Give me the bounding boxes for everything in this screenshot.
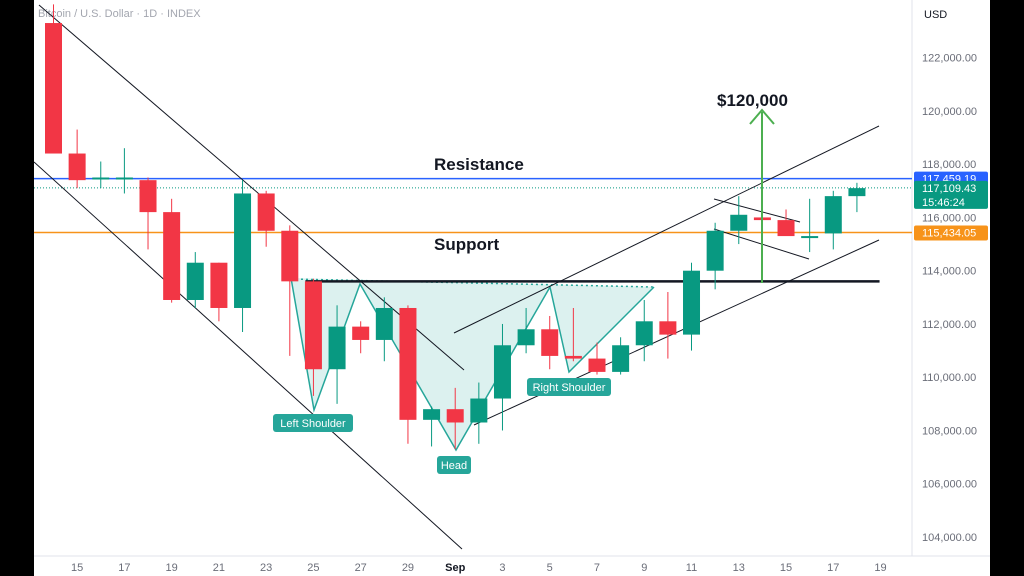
x-tick-label: 23 bbox=[260, 562, 272, 574]
y-tick-label: 104,000.00 bbox=[922, 532, 977, 544]
candle-body[interactable] bbox=[210, 262, 228, 308]
candle-body[interactable] bbox=[352, 326, 370, 340]
x-tick-label: 17 bbox=[827, 562, 839, 574]
y-tick-label: 106,000.00 bbox=[922, 479, 977, 491]
candle-body[interactable] bbox=[706, 230, 724, 271]
candle-body[interactable] bbox=[139, 180, 157, 213]
candle-body[interactable] bbox=[541, 329, 559, 356]
descending-channel-lower bbox=[34, 161, 463, 550]
candle-body[interactable] bbox=[399, 307, 417, 420]
target-arrowhead bbox=[749, 108, 775, 125]
candle-body[interactable] bbox=[115, 177, 133, 180]
x-tick-label: Sep bbox=[445, 562, 465, 574]
x-tick-label: 3 bbox=[499, 562, 505, 574]
x-tick-label: 7 bbox=[594, 562, 600, 574]
chart-title: Bitcoin / U.S. Dollar · 1D · INDEX bbox=[38, 8, 201, 20]
left-shoulder-label-bg bbox=[273, 414, 353, 432]
y-tick-label: 114,000.00 bbox=[922, 266, 976, 278]
candle-body[interactable] bbox=[304, 281, 322, 370]
support-price-tag: 115,434.05 bbox=[922, 228, 976, 240]
candle-body[interactable] bbox=[257, 193, 275, 231]
candle-body[interactable] bbox=[470, 398, 488, 423]
candle-body[interactable] bbox=[493, 345, 511, 399]
current-price-tag: 117,109.43 bbox=[922, 183, 976, 195]
y-tick-label: 122,000.00 bbox=[922, 53, 977, 65]
y-tick-label: 120,000.00 bbox=[922, 106, 977, 118]
right-shoulder-label: Right Shoulder bbox=[533, 382, 606, 394]
candle-body[interactable] bbox=[163, 212, 181, 300]
candle-body[interactable] bbox=[612, 345, 630, 372]
candle-body[interactable] bbox=[824, 196, 842, 234]
candle-body[interactable] bbox=[588, 358, 606, 372]
y-tick-label: 116,000.00 bbox=[922, 212, 976, 224]
x-tick-label: 25 bbox=[307, 562, 319, 574]
x-tick-label: 29 bbox=[402, 562, 414, 574]
y-tick-label: 118,000.00 bbox=[922, 159, 976, 171]
candle-body[interactable] bbox=[423, 409, 441, 420]
y-tick-label: 108,000.00 bbox=[922, 425, 977, 437]
candle-body[interactable] bbox=[328, 326, 346, 370]
candle-body[interactable] bbox=[446, 409, 464, 423]
candle-body[interactable] bbox=[683, 270, 701, 335]
x-tick-label: 27 bbox=[355, 562, 367, 574]
candle-body[interactable] bbox=[68, 153, 86, 181]
candle-body[interactable] bbox=[375, 307, 393, 340]
candle-body[interactable] bbox=[730, 214, 748, 231]
candle-body[interactable] bbox=[186, 262, 204, 300]
right-shoulder-label-bg bbox=[527, 378, 611, 396]
left-shoulder-label: Left Shoulder bbox=[280, 418, 346, 430]
y-tick-label: 110,000.00 bbox=[922, 372, 976, 384]
x-tick-label: 21 bbox=[213, 562, 225, 574]
candle-body[interactable] bbox=[848, 188, 866, 197]
resistance-annotation: Resistance bbox=[434, 155, 524, 174]
head-label: Head bbox=[441, 460, 467, 472]
x-tick-label: 11 bbox=[686, 562, 697, 574]
chart-frame: Bitcoin / U.S. Dollar · 1D · INDEX USD 104… bbox=[34, 0, 990, 576]
candle-body[interactable] bbox=[92, 177, 110, 180]
candle-countdown-tag: 15:46:24 bbox=[922, 197, 965, 209]
descending-channel-upper bbox=[38, 4, 465, 371]
x-tick-label: 9 bbox=[641, 562, 647, 574]
y-tick-label: 112,000.00 bbox=[922, 319, 976, 331]
target-price-annotation: $120,000 bbox=[717, 91, 788, 110]
candle-body[interactable] bbox=[281, 230, 299, 282]
candle-body[interactable] bbox=[777, 220, 795, 237]
candle-body[interactable] bbox=[564, 355, 582, 359]
x-tick-label: 5 bbox=[547, 562, 553, 574]
ascending-channel-lower bbox=[473, 239, 880, 426]
support-annotation: Support bbox=[434, 235, 499, 254]
x-tick-label: 15 bbox=[71, 562, 83, 574]
currency-label: USD bbox=[924, 9, 947, 21]
head-label-bg bbox=[437, 456, 471, 474]
x-tick-label: 19 bbox=[874, 562, 886, 574]
current-price-tag-bg bbox=[914, 180, 988, 209]
candle-body[interactable] bbox=[45, 23, 62, 154]
support-price-tag-bg bbox=[914, 225, 988, 241]
x-tick-label: 19 bbox=[166, 562, 178, 574]
candle-body[interactable] bbox=[517, 329, 535, 346]
chart-canvas[interactable]: Bitcoin / U.S. Dollar · 1D · INDEX USD 104… bbox=[34, 0, 990, 576]
candle-body[interactable] bbox=[635, 321, 653, 346]
candle-body[interactable] bbox=[234, 193, 252, 308]
pattern-outline bbox=[290, 277, 655, 452]
candle-body[interactable] bbox=[659, 321, 677, 335]
x-tick-label: 17 bbox=[118, 562, 130, 574]
x-tick-label: 15 bbox=[780, 562, 792, 574]
ascending-channel-upper bbox=[453, 125, 880, 334]
x-tick-label: 13 bbox=[733, 562, 745, 574]
candle-body[interactable] bbox=[801, 236, 819, 239]
